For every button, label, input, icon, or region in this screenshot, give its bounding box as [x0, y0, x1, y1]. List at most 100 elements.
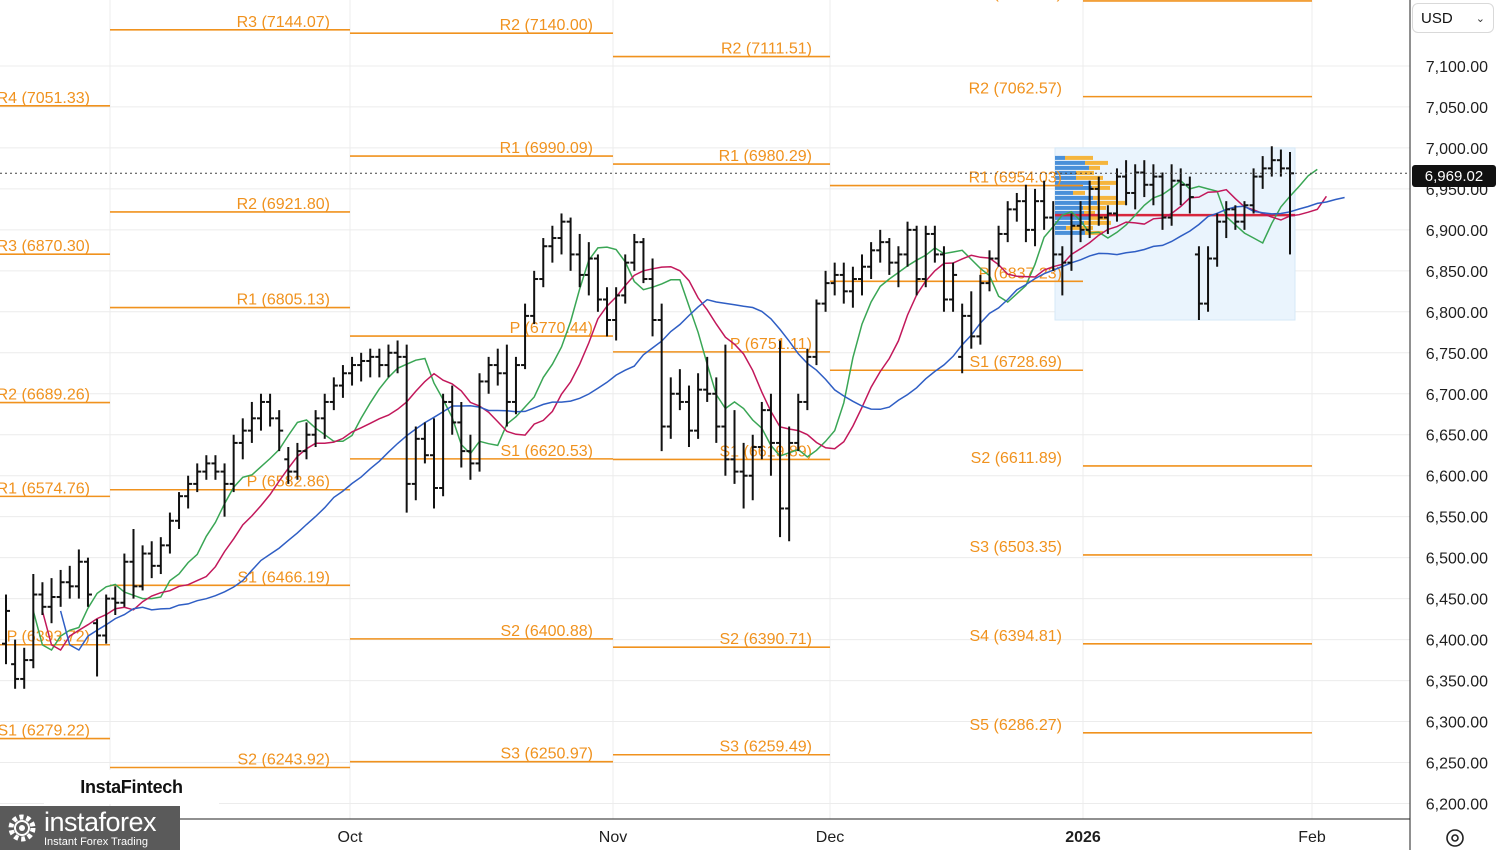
pivot-label: S2 (6400.88) — [500, 623, 593, 640]
ohlc-bar — [757, 401, 766, 460]
y-tick-label: 6,900.00 — [1426, 223, 1488, 240]
ohlc-bar — [1076, 201, 1085, 243]
instafintech-logo-text: InstaFintech — [80, 776, 183, 797]
volume-bar — [1083, 205, 1106, 210]
ohlc-bar — [830, 262, 839, 296]
ohlc-bar — [785, 426, 794, 542]
ohlc-bar — [1149, 164, 1158, 206]
x-tick-label: Dec — [816, 829, 844, 846]
ohlc-bar — [484, 356, 493, 394]
volume-bar — [1055, 185, 1092, 190]
ohlc-bar — [384, 344, 393, 378]
ohlc-bar — [1021, 184, 1030, 243]
ohlc-bar — [912, 225, 921, 296]
volume-bar — [1076, 175, 1103, 180]
x-tick-label: 2026 — [1065, 829, 1101, 846]
volume-bar — [1055, 230, 1085, 235]
ohlc-bar — [1131, 164, 1140, 210]
ohlc-bar — [584, 242, 593, 296]
y-tick-label: 6,250.00 — [1426, 756, 1488, 773]
volume-bar — [1055, 155, 1065, 160]
ohlc-bar — [821, 270, 830, 312]
ohlc-bar — [1003, 201, 1012, 243]
volume-bar — [1055, 175, 1076, 180]
pivot-label: R3 (7179.37) — [969, 0, 1062, 2]
pivot-label: P (6751.11) — [730, 336, 812, 353]
ohlc-bar — [38, 582, 47, 616]
volume-bar — [1093, 195, 1117, 200]
ohlc-bar — [475, 373, 484, 472]
ohlc-bar — [20, 647, 29, 689]
y-tick-label: 6,400.00 — [1426, 633, 1488, 650]
ohlc-bar — [1158, 172, 1167, 230]
volume-bar — [1055, 220, 1084, 225]
ohlc-bar — [721, 344, 730, 476]
ohlc-bar — [120, 553, 129, 607]
pivot-label: S5 (6286.27) — [969, 717, 1062, 734]
ohlc-bar — [885, 238, 894, 275]
ohlc-bar — [639, 238, 648, 284]
ohlc-bar — [1267, 146, 1276, 177]
ohlc-bar — [411, 426, 420, 501]
pivot-label: P (6770.44) — [510, 320, 593, 337]
pivot-label: R1 (6574.76) — [0, 480, 90, 497]
ohlc-bar — [1213, 213, 1222, 267]
pivot-label: R1 (6805.13) — [237, 292, 330, 309]
ohlc-bar — [147, 541, 156, 579]
time-axis: Oct Nov Dec 2026 Feb — [338, 829, 1326, 846]
ohlc-bar — [867, 242, 876, 280]
y-tick-label: 7,050.00 — [1426, 100, 1488, 117]
ohlc-bar — [1204, 246, 1213, 312]
pivot-label: R3 (7144.07) — [237, 14, 330, 31]
ohlc-bar — [748, 434, 757, 501]
chart-settings-icon[interactable] — [1443, 826, 1467, 850]
pivot-label: S2 (6243.92) — [237, 752, 330, 769]
x-tick-label: Feb — [1298, 829, 1326, 846]
ohlc-bar — [876, 229, 885, 263]
ohlc-bar — [320, 393, 329, 439]
ohlc-bar — [11, 639, 20, 689]
volume-bar — [1097, 200, 1125, 205]
ohlc-bar — [511, 356, 520, 415]
ohlc-bar — [612, 287, 621, 341]
ohlc-bars — [2, 146, 1294, 689]
volume-bar — [1084, 220, 1111, 225]
ohlc-bar — [439, 393, 448, 497]
ohlc-bar — [202, 455, 211, 480]
ohlc-bar — [994, 225, 1003, 267]
currency-selector[interactable]: USD ⌄ — [1412, 3, 1494, 33]
ohlc-bar — [1103, 205, 1112, 234]
ohlc-bar — [293, 442, 302, 480]
price-axis: 6,200.00 6,250.00 6,300.00 6,350.00 6,400.00… — [1426, 59, 1488, 814]
ma-blue-line — [59, 196, 1345, 651]
y-tick-label: 6,650.00 — [1426, 428, 1488, 445]
volume-bar — [1065, 155, 1093, 160]
ohlc-bar — [967, 291, 976, 349]
pivot-label: R3 (6870.30) — [0, 238, 90, 255]
pivot-label: S1 (6620.53) — [500, 443, 593, 460]
volume-bar — [1085, 160, 1108, 165]
pivot-label: S1 (6279.22) — [0, 723, 90, 740]
ohlc-bar — [630, 233, 639, 271]
ohlc-bar — [129, 528, 138, 599]
ohlc-bar — [329, 377, 338, 411]
ohlc-bar — [1176, 168, 1185, 206]
pivot-label: R1 (6980.29) — [719, 148, 812, 165]
ohlc-bar — [184, 475, 193, 509]
ohlc-bar — [1122, 160, 1131, 206]
volume-bar — [1066, 225, 1093, 230]
ohlc-bar — [1058, 246, 1067, 296]
ohlc-bar — [111, 586, 120, 616]
y-tick-label: 6,700.00 — [1426, 387, 1488, 404]
ohlc-bar — [357, 352, 366, 382]
ohlc-bar — [229, 434, 238, 493]
ohlc-bar — [284, 447, 293, 484]
volume-bar — [1055, 160, 1085, 165]
pivot-label: R2 (6689.26) — [0, 387, 90, 404]
ohlc-bar — [712, 377, 721, 443]
ohlc-bar — [338, 365, 347, 398]
ohlc-bar — [684, 385, 693, 448]
ohlc-bar — [302, 422, 311, 460]
pivot-label: S3 (6503.35) — [969, 539, 1062, 556]
